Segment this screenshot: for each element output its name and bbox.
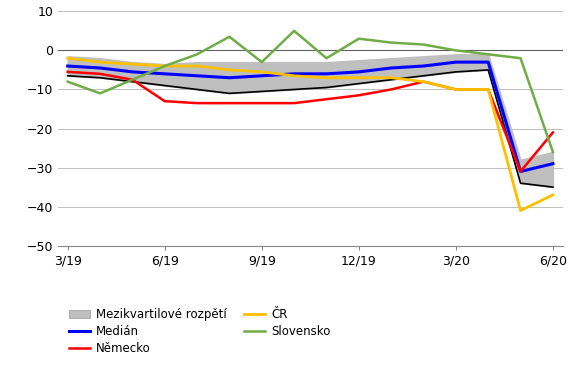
Legend: Mezikvartilové rozpětí, Medián, Německo, ČR, Slovensko: Mezikvartilové rozpětí, Medián, Německo,… [64,303,335,360]
